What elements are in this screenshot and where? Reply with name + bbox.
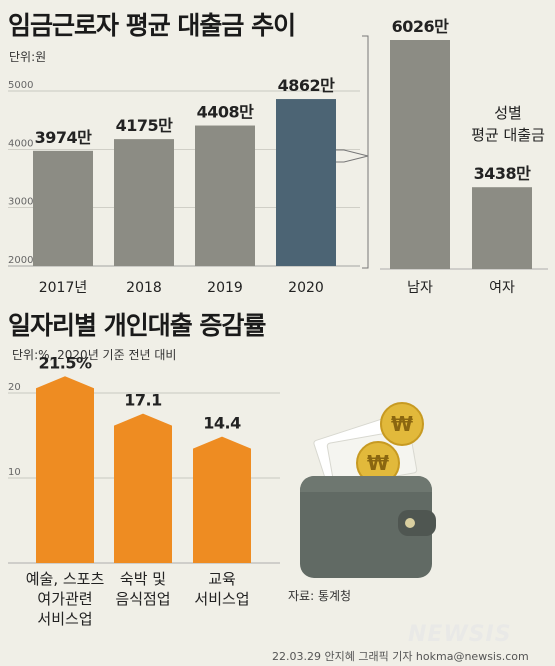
xtick-label: 2020 <box>288 280 324 296</box>
title-job-change: 일자리별 개인대출 증감률 <box>8 311 266 340</box>
xtick-label: 여자 <box>489 280 515 296</box>
ytick-label: 10 <box>8 467 21 478</box>
unit-label-won: 단위:원 <box>9 50 47 64</box>
bar-2018 <box>114 139 174 266</box>
bar-2020 <box>276 99 336 266</box>
xtick-label: 2019 <box>207 280 243 296</box>
xtick-label: 2018 <box>126 280 162 296</box>
wallet-illustration: ₩₩ <box>300 402 436 578</box>
bar-job-1 <box>114 413 172 563</box>
data-label: 4862만 <box>278 76 336 95</box>
xtick-label: 서비스업 <box>194 590 249 608</box>
data-label: 14.4 <box>203 414 241 433</box>
xtick-label: 음식점업 <box>115 590 170 608</box>
bar-2017년 <box>33 150 93 266</box>
bar-남자 <box>390 40 450 269</box>
xtick-label: 서비스업 <box>37 610 92 628</box>
bar-여자 <box>472 187 532 269</box>
title-loan-trend: 임금근로자 평균 대출금 추이 <box>8 11 296 40</box>
xtick-label: 교육 <box>208 570 236 588</box>
wallet-top-icon <box>300 476 432 492</box>
data-label: 17.1 <box>124 391 162 410</box>
xtick-label: 여가관련 <box>37 590 92 608</box>
bar-job-0 <box>36 376 94 563</box>
data-label: 4408만 <box>197 103 255 122</box>
data-label: 3974만 <box>35 128 93 147</box>
wallet-body-icon <box>300 476 432 578</box>
ytick-label: 4000 <box>8 138 33 149</box>
won-sign-icon: ₩ <box>391 412 413 436</box>
data-label: 21.5% <box>38 353 91 372</box>
unit-label-percent: 단위:%, 2020년 기준 전년 대비 <box>12 348 177 362</box>
gender-label: 성별 <box>494 104 522 122</box>
xtick-label: 2017년 <box>39 280 88 296</box>
ytick-label: 5000 <box>8 80 33 91</box>
source-note: 자료: 통계청 <box>288 589 352 603</box>
bracket <box>362 35 369 269</box>
wallet-clasp-icon <box>398 510 436 536</box>
newsis-logo: NEWSIS <box>408 622 512 647</box>
data-label: 4175만 <box>116 116 174 135</box>
ytick-label: 20 <box>8 382 21 393</box>
gender-label: 평균 대출금 <box>471 126 545 144</box>
ytick-label: 2000 <box>8 255 33 266</box>
bar-2019 <box>195 125 255 267</box>
ytick-label: 3000 <box>8 197 33 208</box>
credit-line: 22.03.29 안지혜 그래픽 기자 hokma@newsis.com <box>272 650 529 663</box>
data-label: 3438만 <box>474 164 532 183</box>
coin-icon <box>380 402 424 446</box>
xtick-label: 숙박 및 <box>120 570 166 588</box>
won-sign-icon: ₩ <box>367 451 389 475</box>
data-label: 6026만 <box>392 17 450 36</box>
bracket-pointer <box>322 149 369 163</box>
xtick-label: 남자 <box>407 280 433 296</box>
xtick-label: 예술, 스포츠 <box>26 570 105 588</box>
wallet-button-icon <box>405 518 415 528</box>
bar-job-2 <box>193 436 251 563</box>
